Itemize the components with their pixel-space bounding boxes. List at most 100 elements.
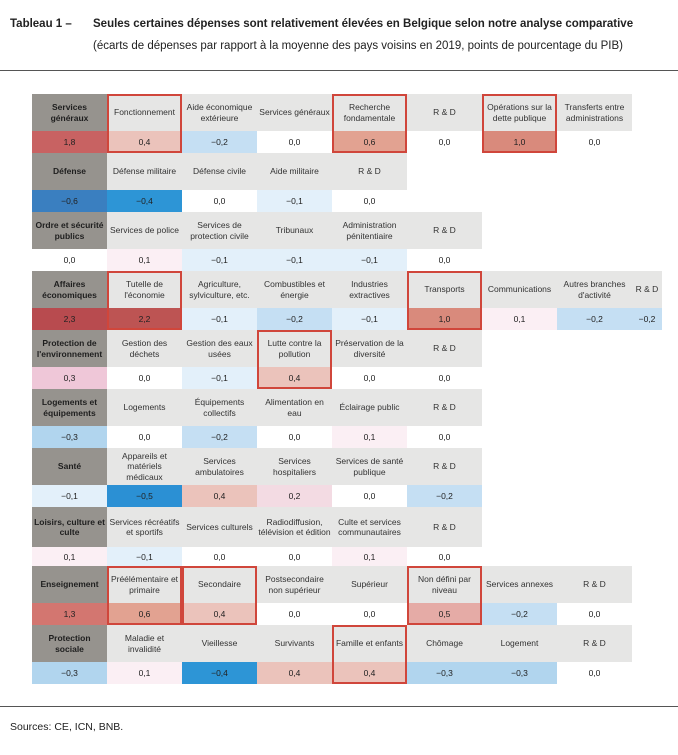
subcategory-value: 1,0	[482, 131, 557, 153]
subcategory-cell: R & D 0,0	[407, 389, 482, 448]
subcategory-cell: Éclairage public 0,1	[332, 389, 407, 448]
subcategory-value: −0,3	[482, 662, 557, 684]
category-value: 1,8	[32, 131, 107, 153]
subcategory-label: Recherche fondamentale	[332, 94, 407, 131]
subcategory-label: Aide économique extérieure	[182, 94, 257, 131]
highlighted-subcategory-cell: Lutte contre la pollution 0,4	[257, 330, 332, 389]
subcategory-cell: Transferts entre administrations 0,0	[557, 94, 632, 153]
subcategory-cell: Culte et services communautaires 0,1	[332, 507, 407, 566]
subcategory-value: 0,0	[557, 131, 632, 153]
subcategory-cell: R & D 0,0	[557, 625, 632, 684]
subcategory-cell: Vieillesse −0,4	[182, 625, 257, 684]
subcategory-value: −0,5	[107, 485, 182, 507]
subcategory-cell: Gestion des déchets 0,0	[107, 330, 182, 389]
subcategory-label: Secondaire	[182, 566, 257, 603]
table-title: Seules certaines dépenses sont relativem…	[93, 18, 634, 30]
subcategory-value: 0,4	[257, 367, 332, 389]
subcategory-value: 0,4	[182, 485, 257, 507]
category-header-cell: Affaires économiques 2,3	[32, 271, 107, 330]
subcategory-label: Vieillesse	[182, 625, 257, 662]
category-value: −0,3	[32, 426, 107, 448]
subcategory-label: Chômage	[407, 625, 482, 662]
subcategory-label: Maladie et invalidité	[107, 625, 182, 662]
subcategory-value: 0,1	[107, 662, 182, 684]
subcategory-label: R & D	[557, 625, 632, 662]
subcategory-value: 1,0	[407, 308, 482, 330]
category-header-cell: Ordre et sécurité publics 0,0	[32, 212, 107, 271]
category-value: 0,1	[32, 547, 107, 566]
subcategory-cell: Services généraux 0,0	[257, 94, 332, 153]
subcategory-cell: R & D 0,0	[407, 330, 482, 389]
subcategory-label: Services hospitaliers	[257, 448, 332, 485]
subcategory-label: R & D	[407, 94, 482, 131]
category-value: 2,3	[32, 308, 107, 330]
subcategory-label: Tutelle de l'économie	[107, 271, 182, 308]
subcategory-cell: Tribunaux −0,1	[257, 212, 332, 271]
subcategory-value: 0,1	[482, 308, 557, 330]
subcategory-cell: Défense civile 0,0	[182, 153, 257, 212]
subcategory-label: Préélémentaire et primaire	[107, 566, 182, 603]
category-value: 0,3	[32, 367, 107, 389]
category-label: Services généraux	[32, 94, 107, 131]
subcategory-cell: Postsecondaire non supérieur 0,0	[257, 566, 332, 625]
subcategory-value: −0,1	[182, 308, 257, 330]
subcategory-cell: Logement −0,3	[482, 625, 557, 684]
subcategory-label: Industries extractives	[332, 271, 407, 308]
subcategory-value: −0,2	[407, 485, 482, 507]
category-header-cell: Loisirs, culture et culte 0,1	[32, 507, 107, 566]
subcategory-cell: Logements 0,0	[107, 389, 182, 448]
subcategory-label: Services annexes	[482, 566, 557, 603]
category-header-cell: Défense −0,6	[32, 153, 107, 212]
subcategory-cell: Alimentation en eau 0,0	[257, 389, 332, 448]
subcategory-cell: Agriculture, sylviculture, etc. −0,1	[182, 271, 257, 330]
category-label: Logements et équipements	[32, 389, 107, 426]
subcategory-cell: R & D −0,2	[407, 448, 482, 507]
subcategory-value: −0,2	[182, 426, 257, 448]
subcategory-value: 0,1	[332, 426, 407, 448]
subcategory-value: 0,0	[407, 367, 482, 389]
subcategory-label: Radiodiffusion, télévision et édition	[257, 507, 332, 547]
subcategory-cell: Chômage −0,3	[407, 625, 482, 684]
category-header-cell: Services généraux 1,8	[32, 94, 107, 153]
subcategory-value: −0,4	[107, 190, 182, 212]
subcategory-cell: Maladie et invalidité 0,1	[107, 625, 182, 684]
subcategory-value: −0,1	[332, 308, 407, 330]
category-group: Protection de l'environnement 0,3 Gestion …	[32, 330, 662, 389]
subcategory-cell: R & D 0,0	[557, 566, 632, 625]
category-group: Enseignement 1,3 Préélémentaire et primair…	[32, 566, 662, 625]
subcategory-cell: Services culturels 0,0	[182, 507, 257, 566]
category-group: Affaires économiques 2,3 Tutelle de l'écon…	[32, 271, 662, 330]
category-header-cell: Santé −0,1	[32, 448, 107, 507]
category-value: 1,3	[32, 603, 107, 625]
subcategory-value: 0,0	[257, 547, 332, 566]
subcategory-cell: Gestion des eaux usées −0,1	[182, 330, 257, 389]
subcategory-value: 0,0	[182, 190, 257, 212]
subcategory-label: Fonctionnement	[107, 94, 182, 131]
subcategory-value: −0,2	[632, 308, 662, 330]
category-label: Protection sociale	[32, 625, 107, 662]
subcategory-value: 0,4	[107, 131, 182, 153]
subcategory-value: 0,0	[407, 426, 482, 448]
subcategory-label: Défense militaire	[107, 153, 182, 190]
category-group: Services généraux 1,8 Fonctionnement 0,4 Aid…	[32, 94, 662, 153]
subcategory-label: Opérations sur la dette publique	[482, 94, 557, 131]
subcategory-label: Administration pénitentiaire	[332, 212, 407, 249]
subcategory-label: Gestion des eaux usées	[182, 330, 257, 367]
subcategory-cell: Services de santé publique 0,0	[332, 448, 407, 507]
subcategory-label: Services de santé publique	[332, 448, 407, 485]
subcategory-cell: Équipements collectifs −0,2	[182, 389, 257, 448]
category-group: Logements et équipements −0,3 Logements 0,0…	[32, 389, 662, 448]
subcategory-label: R & D	[407, 330, 482, 367]
subcategory-value: 0,5	[407, 603, 482, 625]
subcategory-label: Transferts entre administrations	[557, 94, 632, 131]
subcategory-cell: R & D 0,0	[332, 153, 407, 212]
category-label: Protection de l'environnement	[32, 330, 107, 367]
subcategory-label: Logement	[482, 625, 557, 662]
subcategory-cell: Administration pénitentiaire −0,1	[332, 212, 407, 271]
subcategory-value: 0,0	[407, 249, 482, 271]
subcategory-label: Équipements collectifs	[182, 389, 257, 426]
subcategory-cell: R & D 0,0	[407, 507, 482, 566]
subcategory-cell: Industries extractives −0,1	[332, 271, 407, 330]
subcategory-label: Services de police	[107, 212, 182, 249]
